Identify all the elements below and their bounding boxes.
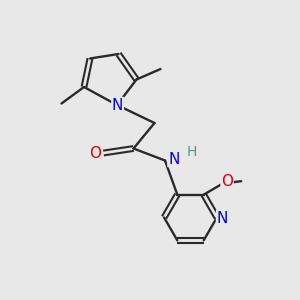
Text: N: N <box>112 98 123 112</box>
Text: N: N <box>217 211 228 226</box>
Text: H: H <box>187 145 197 159</box>
Text: N: N <box>168 152 179 166</box>
Text: O: O <box>221 174 233 189</box>
Text: O: O <box>89 146 101 161</box>
